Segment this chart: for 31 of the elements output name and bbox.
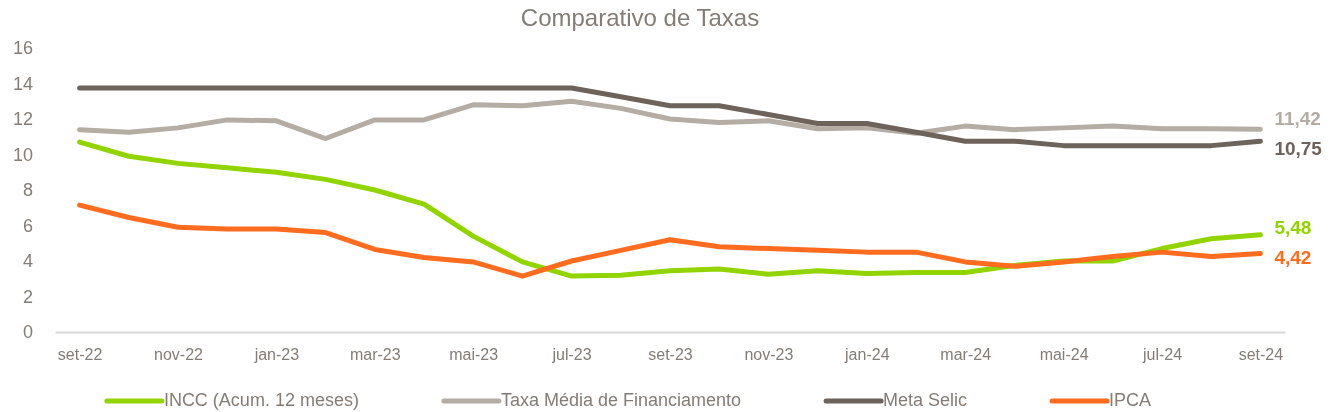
y-tick-label: 6 xyxy=(22,215,33,236)
y-tick-label: 16 xyxy=(12,38,33,59)
data-label: 4,42 xyxy=(1274,247,1312,269)
data-label: 10,75 xyxy=(1274,138,1323,160)
x-tick-label: nov-22 xyxy=(154,346,204,364)
legend-label: INCC (Acum. 12 meses) xyxy=(163,389,359,410)
x-tick-label: jan-23 xyxy=(253,346,300,364)
x-tick-label: jul-23 xyxy=(551,346,592,364)
x-tick-label: set-23 xyxy=(648,346,693,364)
y-tick-label: 2 xyxy=(22,286,33,307)
x-tick-label: mai-24 xyxy=(1039,346,1089,364)
x-tick-label: mai-23 xyxy=(449,346,499,364)
data-label: 5,48 xyxy=(1274,217,1312,239)
chart-title: Comparativo de Taxas xyxy=(520,4,760,31)
x-tick-label: jan-24 xyxy=(844,346,890,364)
x-tick-label: mar-23 xyxy=(349,346,401,364)
y-tick-label: 12 xyxy=(12,109,33,130)
data-label: 11,42 xyxy=(1274,108,1321,130)
x-tick-label: set-22 xyxy=(57,346,103,364)
y-tick-label: 10 xyxy=(12,144,33,165)
x-tick-label: set-24 xyxy=(1238,346,1284,364)
y-tick-label: 14 xyxy=(12,73,33,94)
legend-label: Taxa Média de Financiamento xyxy=(500,389,742,410)
y-tick-label: 4 xyxy=(22,251,33,272)
legend-label: IPCA xyxy=(1109,389,1152,410)
x-tick-label: mar-24 xyxy=(940,346,992,364)
x-tick-label: jul-24 xyxy=(1141,346,1183,364)
legend-label: Meta Selic xyxy=(883,389,968,410)
y-tick-label: 0 xyxy=(22,322,33,343)
y-tick-label: 8 xyxy=(22,180,33,201)
x-tick-label: nov-23 xyxy=(744,346,794,364)
